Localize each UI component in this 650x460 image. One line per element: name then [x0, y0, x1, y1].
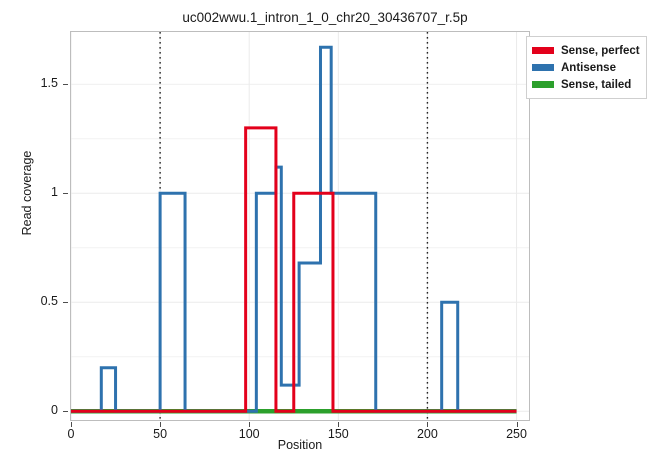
series-line-sense-perfect	[71, 126, 517, 413]
y-axis-label: Read coverage	[20, 150, 34, 236]
y-tick-mark	[63, 411, 68, 413]
x-tick-label: 50	[153, 427, 168, 441]
y-tick-mark	[63, 193, 68, 195]
x-tick-label: 200	[416, 427, 438, 441]
x-tick-mark	[427, 422, 429, 427]
legend-item: Sense, perfect	[532, 42, 640, 59]
x-axis-label: Position	[277, 438, 323, 452]
y-tick-mark	[63, 302, 68, 304]
legend-label: Sense, tailed	[561, 78, 632, 91]
x-tick-mark	[71, 422, 72, 427]
x-tick-label: 150	[327, 427, 349, 441]
y-tick-label: 1	[51, 185, 58, 200]
y-tick-label: 0.5	[40, 294, 58, 309]
y-tick-mark	[63, 84, 68, 86]
plot-area	[70, 31, 530, 421]
legend-label: Sense, perfect	[561, 44, 640, 57]
y-tick-label: 0	[51, 403, 58, 418]
legend-item: Antisense	[532, 59, 640, 76]
legend-color-swatch	[532, 81, 554, 88]
x-tick-mark	[160, 422, 162, 427]
legend-label: Antisense	[561, 61, 616, 74]
y-tick-label: 1.5	[40, 76, 58, 91]
x-tick-mark	[338, 422, 340, 427]
x-tick-mark	[249, 422, 251, 427]
plot-canvas	[71, 32, 529, 420]
legend-color-swatch	[532, 64, 554, 71]
legend-item: Sense, tailed	[532, 76, 640, 93]
chart-title: uc002wwu.1_intron_1_0_chr20_30436707_r.5…	[182, 10, 468, 25]
x-tick-label: 250	[506, 427, 527, 441]
x-tick-mark	[516, 422, 518, 427]
x-tick-label: 0	[67, 427, 75, 441]
chart-legend: Sense, perfect Antisense Sense, tailed	[526, 36, 647, 99]
x-tick-label: 100	[238, 427, 260, 441]
legend-color-swatch	[532, 47, 554, 54]
